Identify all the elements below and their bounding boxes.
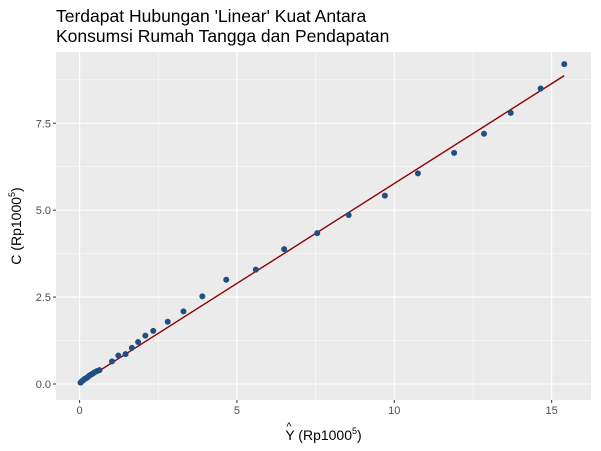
y-axis-title-close: ) bbox=[8, 187, 24, 192]
data-point bbox=[96, 367, 103, 374]
data-point bbox=[180, 308, 187, 315]
regression-line bbox=[79, 75, 565, 384]
chart-title-line-2: Konsumsi Rumah Tangga dan Pendapatan bbox=[56, 26, 390, 46]
data-point bbox=[537, 85, 544, 92]
x-axis-ticks: 0 5 10 15 bbox=[77, 400, 558, 417]
y-axis-title-exponent: 5 bbox=[7, 192, 17, 197]
x-tick-label: 0 bbox=[77, 405, 83, 417]
y-axis-title-unit: C (Rp1000 bbox=[8, 197, 24, 265]
data-point bbox=[142, 332, 149, 339]
y-tick-label: 2.5 bbox=[36, 292, 51, 304]
data-point bbox=[135, 338, 142, 345]
x-tick-label: 10 bbox=[388, 405, 400, 417]
x-tick-label: 15 bbox=[546, 405, 558, 417]
x-axis-title-close: ) bbox=[357, 427, 362, 443]
data-points bbox=[77, 61, 568, 386]
data-point bbox=[345, 212, 352, 219]
x-axis-title-hat: ^ bbox=[286, 421, 292, 433]
data-point bbox=[314, 230, 321, 237]
x-axis-title-unit: (Rp1000 bbox=[294, 427, 352, 443]
y-tick-label: 5.0 bbox=[36, 205, 51, 217]
data-point bbox=[381, 192, 388, 199]
data-point bbox=[281, 246, 288, 253]
y-tick-label: 0.0 bbox=[36, 379, 51, 391]
data-point bbox=[115, 352, 122, 359]
data-point bbox=[481, 130, 487, 137]
y-axis-ticks: 0.0 2.5 5.0 7.5 bbox=[36, 118, 56, 391]
data-point bbox=[561, 61, 568, 68]
minor-gridlines bbox=[56, 52, 591, 400]
data-point bbox=[109, 358, 116, 365]
data-point bbox=[252, 266, 259, 273]
data-point bbox=[223, 276, 230, 283]
data-point bbox=[507, 109, 514, 116]
data-point bbox=[199, 293, 206, 300]
y-tick-label: 7.5 bbox=[36, 118, 51, 130]
data-point bbox=[128, 344, 135, 351]
data-point bbox=[122, 351, 129, 358]
x-axis-title-exponent: 5 bbox=[352, 426, 357, 436]
data-point bbox=[414, 170, 421, 177]
data-point bbox=[451, 149, 458, 156]
x-axis-title: Y (Rp10005) bbox=[285, 426, 361, 443]
data-point bbox=[164, 318, 171, 325]
data-point bbox=[150, 327, 157, 334]
chart-title-line-1: Terdapat Hubungan 'Linear' Kuat Antara bbox=[56, 6, 367, 26]
x-tick-label: 5 bbox=[234, 405, 240, 417]
x-axis-title-symbol: Y bbox=[285, 427, 295, 443]
major-gridlines bbox=[56, 52, 591, 400]
y-axis-title: C (Rp10005) bbox=[7, 187, 24, 264]
chart-title: Terdapat Hubungan 'Linear' Kuat Antara K… bbox=[56, 6, 389, 46]
